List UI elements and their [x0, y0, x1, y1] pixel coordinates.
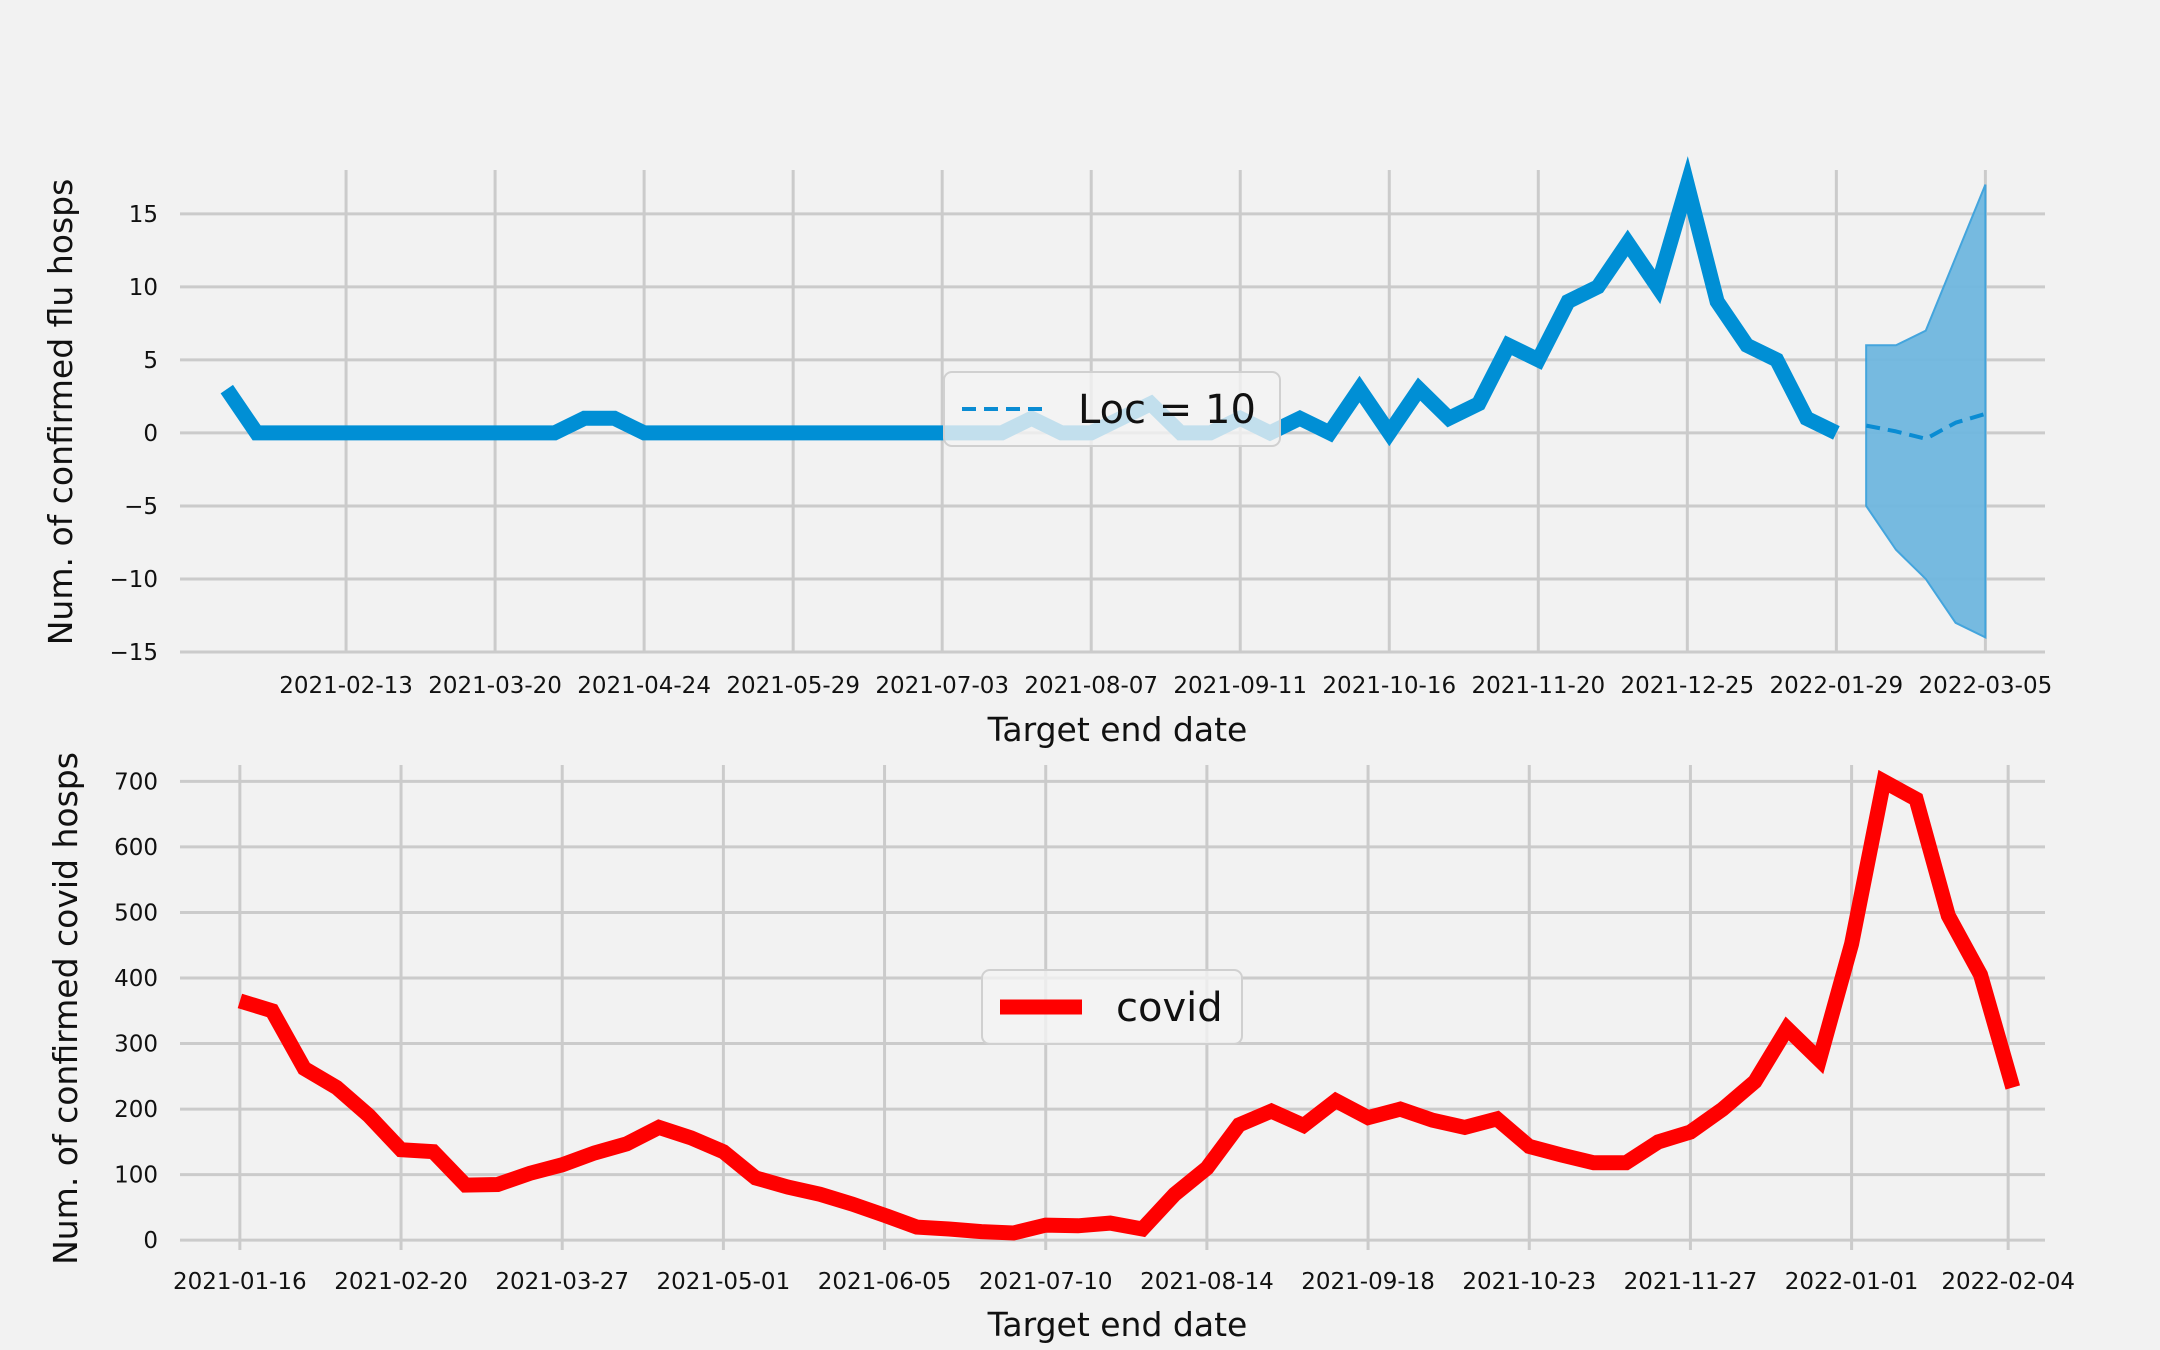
flu-xtick-label: 2022-01-29: [1770, 673, 1904, 699]
covid-xtick-label: 2022-02-04: [1941, 1269, 2075, 1295]
flu-y-axis-label: Num. of confirmed flu hosps: [41, 179, 80, 646]
covid-ytick-label: 700: [114, 769, 158, 795]
flu-xtick-label: 2021-08-07: [1024, 673, 1158, 699]
flu-xtick-label: 2021-02-13: [279, 673, 413, 699]
flu-xtick-label: 2021-03-20: [428, 673, 562, 699]
flu-prediction-interval: [1865, 184, 1987, 639]
flu-legend-label: Loc = 10: [1078, 387, 1256, 433]
flu-xtick-label: 2022-03-05: [1919, 673, 2053, 699]
flu-xtick-label: 2021-09-11: [1173, 673, 1307, 699]
flu-ytick-label: 0: [143, 421, 158, 447]
covid-xtick-label: 2021-08-14: [1140, 1269, 1274, 1295]
covid-ytick-label: 400: [114, 966, 158, 992]
covid-xtick-label: 2021-03-27: [495, 1269, 629, 1295]
flu-xtick-label: 2021-04-24: [577, 673, 711, 699]
flu-ytick-label: 5: [143, 348, 158, 374]
covid-xtick-label: 2022-01-01: [1785, 1269, 1919, 1295]
flu-xtick-label: 2021-10-16: [1322, 673, 1456, 699]
covid-ytick-label: 500: [114, 900, 158, 926]
covid-xtick-label: 2021-11-27: [1624, 1269, 1758, 1295]
covid-legend-label: covid: [1116, 985, 1223, 1031]
covid-ytick-label: 100: [114, 1163, 158, 1189]
flu-xtick-label: 2021-05-29: [726, 673, 860, 699]
covid-xtick-label: 2021-09-18: [1301, 1269, 1435, 1295]
covid-xtick-label: 2021-10-23: [1462, 1269, 1596, 1295]
covid-y-axis-label: Num. of confirmed covid hosps: [46, 752, 85, 1265]
covid-xtick-label: 2021-07-10: [979, 1269, 1113, 1295]
flu-ytick-label: −5: [124, 494, 158, 520]
covid-ytick-label: 200: [114, 1097, 158, 1123]
flu-legend-box: [943, 371, 1281, 447]
covid-ytick-label: 600: [114, 835, 158, 861]
covid-chart-panel: 0 100 200 300 400 500 600 700 2021-01-16 2021-02-…: [46, 752, 2075, 1344]
flu-ytick-label: 15: [129, 202, 158, 228]
covid-legend-box: [981, 969, 1243, 1045]
flu-ytick-label: 10: [129, 275, 158, 301]
flu-xtick-label: 2021-07-03: [875, 673, 1009, 699]
covid-xtick-label: 2021-02-20: [334, 1269, 468, 1295]
flu-chart-panel: −15 −10 −5 0 5 10 15 2021-02-13 2021-03-20 2021-0…: [41, 156, 2053, 749]
covid-series-line: [237, 769, 2021, 1241]
flu-ytick-label: −10: [109, 567, 158, 593]
flu-xtick-label: 2021-11-20: [1471, 673, 1605, 699]
covid-xtick-label: 2021-01-16: [173, 1269, 307, 1295]
covid-xtick-label: 2021-06-05: [818, 1269, 952, 1295]
flu-xtick-label: 2021-12-25: [1620, 673, 1754, 699]
covid-ytick-label: 300: [114, 1032, 158, 1058]
covid-x-axis-label: Target end date: [987, 1305, 1248, 1344]
covid-ytick-label: 0: [143, 1228, 158, 1254]
flu-x-axis-label: Target end date: [987, 710, 1248, 749]
flu-ytick-label: −15: [109, 640, 158, 666]
covid-xtick-label: 2021-05-01: [657, 1269, 791, 1295]
